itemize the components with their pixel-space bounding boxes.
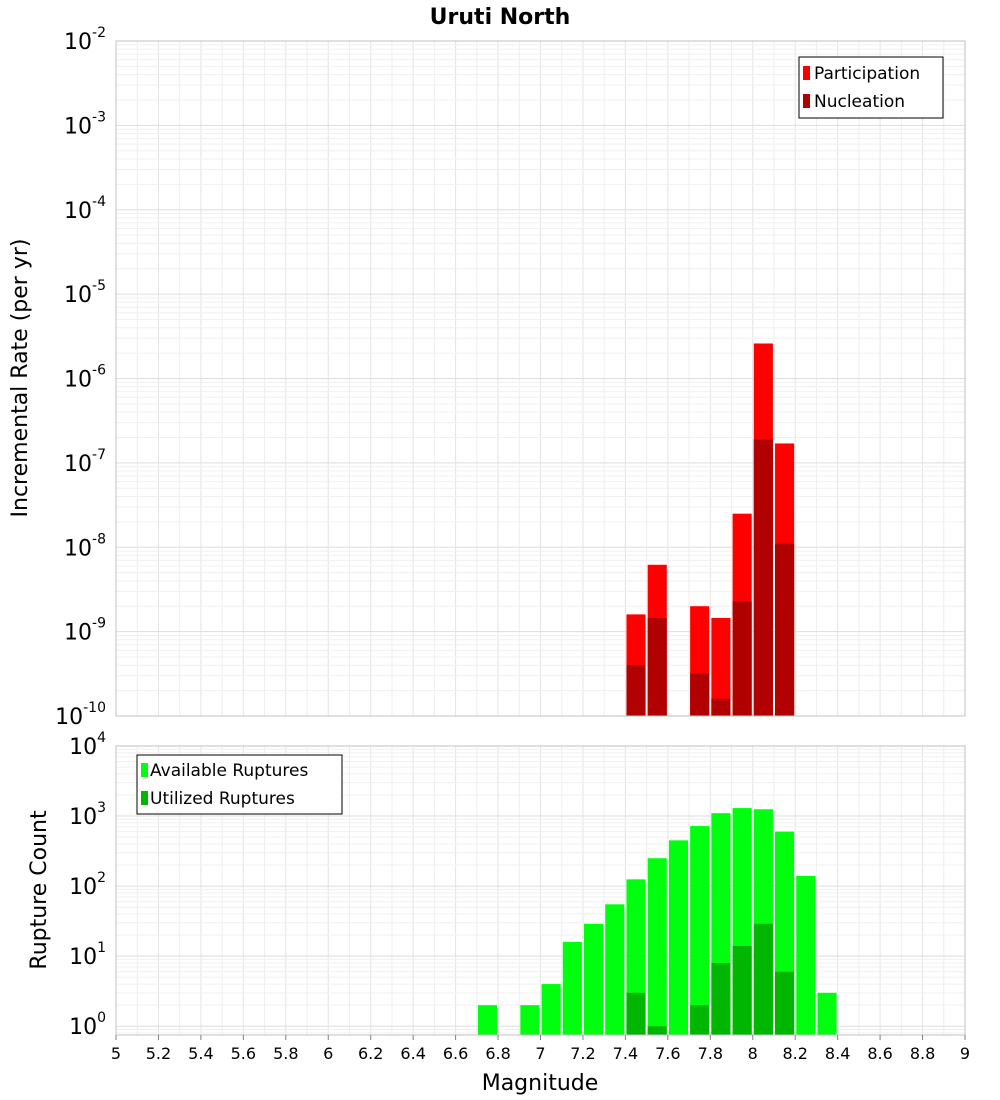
nucleation-bar (753, 439, 773, 716)
available-ruptures-bar (668, 840, 689, 1035)
rate-plot-y-tick-label: 10-9 (64, 616, 106, 646)
count-plot-y-ticks: 100 101 102 103 104 (69, 730, 106, 1040)
count-plot-grid (115, 745, 966, 1035)
count-plot-y-axis-label: Rupture Count (27, 810, 52, 970)
available-ruptures-bar (796, 875, 816, 1035)
x-tick-label: 7.6 (655, 1044, 680, 1063)
count-plot: 100 101 102 103 104 5 5.2 5.4 5.6 5.8 6 6.2 6.4 6.6 6… (27, 730, 970, 1096)
utilized-ruptures-bar (732, 945, 752, 1035)
rate-plot-legend: Participation Nucleation (798, 56, 944, 119)
rate-plot-y-tick-label: 10-10 (55, 700, 106, 730)
x-tick-label: 7.2 (570, 1044, 595, 1063)
available-ruptures-bar (690, 826, 710, 1035)
rate-plot-legend-box (798, 56, 944, 119)
nucleation-bar (711, 698, 731, 716)
nucleation-bar (732, 601, 752, 716)
available-ruptures-bar (541, 984, 561, 1035)
x-tick-label: 8.4 (825, 1044, 850, 1063)
participation-bar (711, 618, 731, 716)
x-tick-label: 7.4 (613, 1044, 638, 1063)
count-plot-y-tick-label: 104 (69, 730, 106, 760)
legend-label-utilized-ruptures: Utilized Ruptures (150, 789, 295, 809)
x-tick-label: 5.8 (273, 1044, 298, 1063)
count-plot-y-tick-label: 103 (69, 800, 106, 830)
nucleation-bar (626, 665, 646, 716)
nucleation-bar (775, 543, 795, 716)
count-plot-x-axis-label: Magnitude (482, 1071, 599, 1096)
rate-plot-bars (626, 343, 795, 716)
legend-swatch-utilized-ruptures (141, 791, 148, 805)
rate-plot-y-tick-label: 10-6 (64, 363, 106, 393)
x-tick-label: 8.6 (867, 1044, 892, 1063)
legend-label-available-ruptures: Available Ruptures (150, 761, 308, 781)
x-tick-label: 5.4 (188, 1044, 213, 1063)
rate-plot-y-tick-label: 10-3 (64, 109, 106, 139)
utilized-ruptures-bar (647, 1026, 667, 1035)
legend-swatch-participation (803, 66, 810, 80)
available-ruptures-bar (520, 1005, 540, 1035)
count-plot-legend-box (136, 754, 343, 815)
rate-plot-y-ticks: 10-10 10-9 10-8 10-7 10-6 10-5 10-4 10-3 10-2 (55, 25, 106, 730)
nucleation-bar (690, 673, 710, 716)
x-tick-label: 7 (535, 1044, 545, 1063)
utilized-ruptures-bar (626, 992, 646, 1035)
rate-plot: 10-10 10-9 10-8 10-7 10-6 10-5 10-4 10-3 10-2 In… (8, 25, 966, 730)
x-tick-label: 6.2 (358, 1044, 383, 1063)
rate-plot-y-tick-label: 10-2 (64, 25, 106, 55)
count-plot-y-tick-label: 102 (69, 870, 106, 900)
x-tick-label: 5.6 (231, 1044, 256, 1063)
legend-swatch-nucleation (803, 94, 810, 108)
count-plot-bars (477, 808, 837, 1035)
x-tick-label: 6.6 (443, 1044, 468, 1063)
legend-swatch-available-ruptures (141, 763, 148, 777)
utilized-ruptures-bar (753, 923, 773, 1035)
available-ruptures-bar (562, 941, 582, 1035)
rate-plot-y-axis-label: Incremental Rate (per yr) (8, 239, 33, 518)
x-tick-label: 9 (960, 1044, 970, 1063)
legend-label-participation: Participation (814, 64, 920, 84)
utilized-ruptures-bar (775, 971, 795, 1035)
x-tick-label: 5 (111, 1044, 121, 1063)
rate-plot-grid (115, 40, 966, 717)
x-tick-label: 8.2 (782, 1044, 807, 1063)
rate-plot-y-tick-label: 10-8 (64, 531, 106, 561)
count-plot-legend: Available Ruptures Utilized Ruptures (136, 754, 343, 815)
x-tick-label: 8 (748, 1044, 758, 1063)
nucleation-bar (647, 618, 667, 716)
legend-label-nucleation: Nucleation (814, 92, 905, 112)
utilized-ruptures-bar (711, 962, 731, 1035)
available-ruptures-bar (477, 1005, 497, 1035)
rate-plot-y-tick-label: 10-4 (64, 194, 106, 224)
x-tick-label: 5.2 (146, 1044, 171, 1063)
count-plot-y-tick-label: 100 (69, 1010, 106, 1040)
rate-plot-y-tick-label: 10-7 (64, 447, 106, 477)
rate-plot-frame (115, 40, 966, 717)
rate-plot-y-tick-label: 10-5 (64, 278, 106, 308)
count-plot-y-tick-label: 101 (69, 940, 106, 970)
available-ruptures-bar (647, 858, 667, 1035)
available-ruptures-bar (584, 923, 604, 1035)
count-plot-x-ticks: 5 5.2 5.4 5.6 5.8 6 6.2 6.4 6.6 6.8 7 7.2 7.4 7.6 7.8 8… (111, 1035, 970, 1063)
x-tick-label: 6.4 (400, 1044, 425, 1063)
utilized-ruptures-bar (690, 1005, 710, 1035)
available-ruptures-bar (817, 992, 837, 1035)
available-ruptures-bar (605, 904, 625, 1035)
x-tick-label: 6.8 (485, 1044, 510, 1063)
x-tick-label: 6 (323, 1044, 333, 1063)
chart-title: Uruti North (430, 5, 571, 30)
x-tick-label: 8.8 (910, 1044, 935, 1063)
x-tick-label: 7.8 (698, 1044, 723, 1063)
